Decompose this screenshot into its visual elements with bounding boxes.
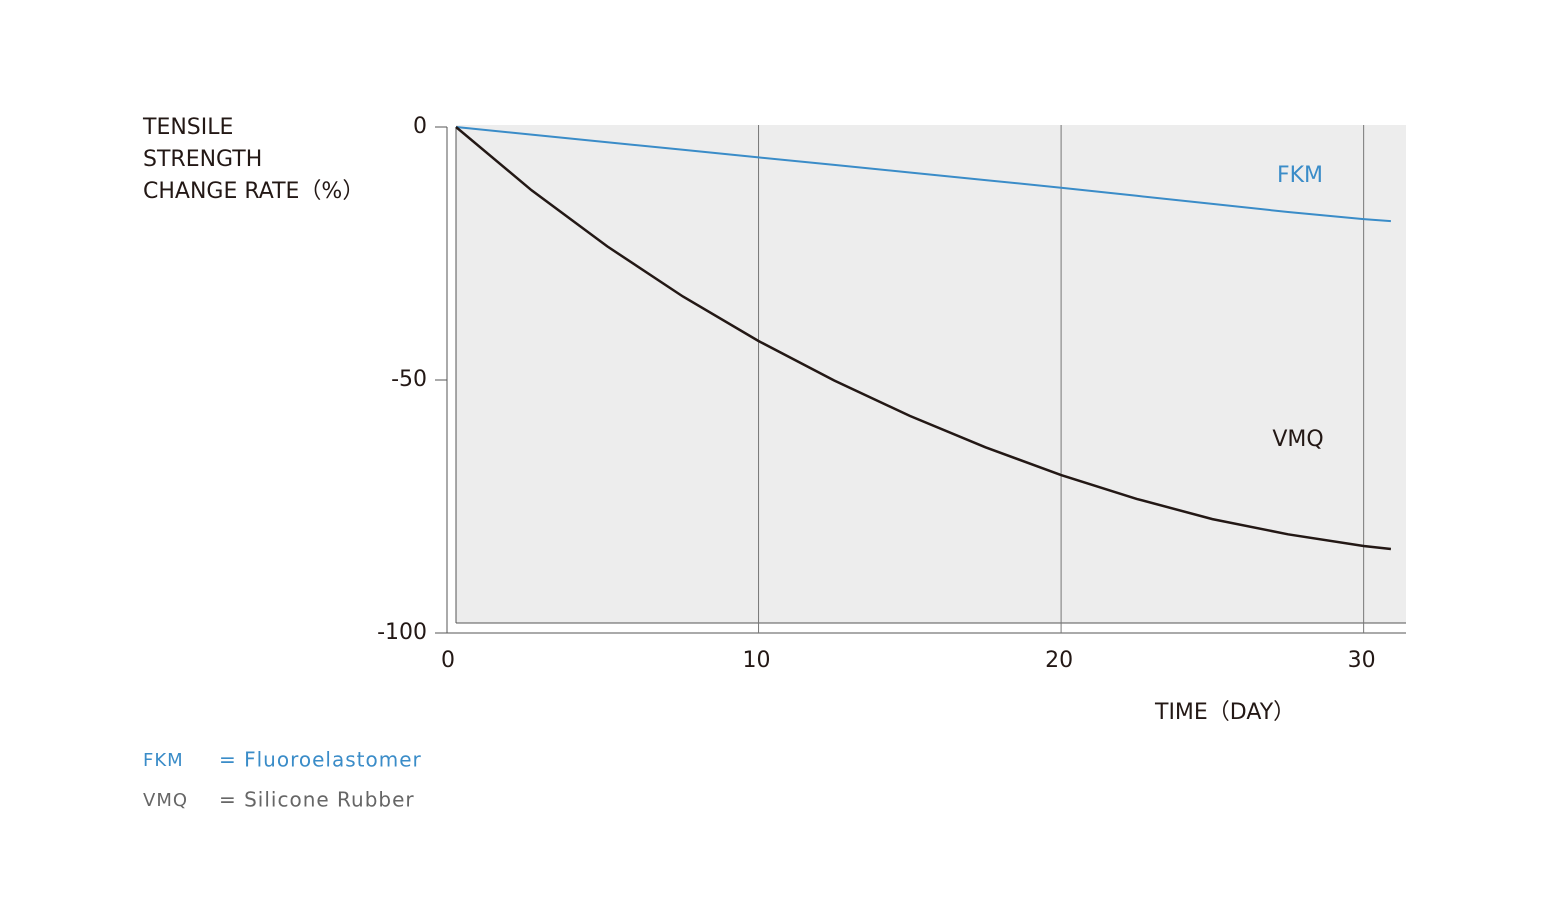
y-axis-label: TENSILE bbox=[142, 115, 233, 140]
x-axis-label: TIME（DAY） bbox=[1154, 700, 1295, 725]
y-axis-label: STRENGTH bbox=[143, 147, 262, 172]
plot-area bbox=[456, 125, 1406, 623]
series-label: FKM bbox=[1277, 163, 1323, 188]
series-label: VMQ bbox=[1272, 427, 1323, 452]
y-tick-label: -100 bbox=[377, 620, 427, 645]
x-tick-label: 30 bbox=[1348, 648, 1376, 673]
y-tick-label: 0 bbox=[413, 114, 427, 139]
legend-description: = Fluoroelastomer bbox=[219, 748, 422, 772]
legend-key: VMQ bbox=[143, 790, 188, 811]
series-line bbox=[455, 126, 1392, 551]
legend-description: = Silicone Rubber bbox=[219, 788, 415, 812]
x-tick-label: 10 bbox=[743, 648, 771, 673]
legend-key: FKM bbox=[143, 750, 184, 771]
y-axis-label: CHANGE RATE（%） bbox=[143, 179, 364, 204]
series-line bbox=[455, 126, 1391, 223]
y-tick-label: -50 bbox=[391, 367, 427, 392]
x-tick-label: 20 bbox=[1045, 648, 1073, 673]
x-tick-label: 0 bbox=[441, 648, 455, 673]
